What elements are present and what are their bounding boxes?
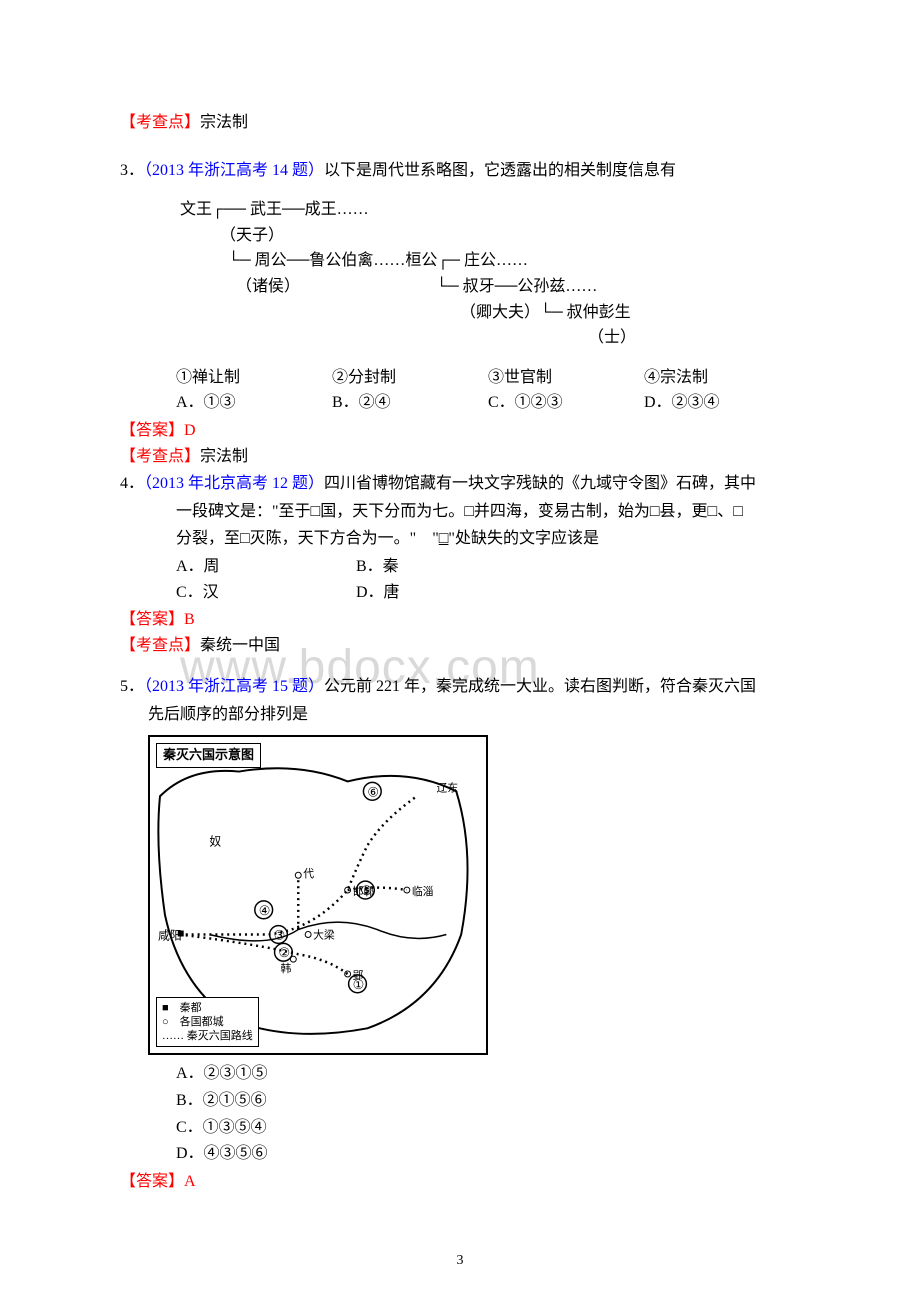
option-c: C．汉 xyxy=(176,580,356,606)
label: 【考查点】 xyxy=(120,637,200,654)
svg-text:④: ④ xyxy=(259,904,271,918)
q3-kaochadian: 【考查点】宗法制 xyxy=(120,444,800,470)
label: 【答案】 xyxy=(120,611,184,628)
q5-stem: 5．（2013 年浙江高考 15 题）公元前 221 年，秦完成统一大业。读右图… xyxy=(120,674,800,700)
q3-answer: 【答案】D xyxy=(120,418,800,444)
page-number: 3 xyxy=(457,1250,464,1272)
option-a: A．①③ xyxy=(176,390,332,416)
option-b: B．②④ xyxy=(332,390,488,416)
item: ②分封制 xyxy=(332,365,488,391)
svg-text:辽东: 辽东 xyxy=(437,782,459,795)
q5-map: 秦灭六国示意图 咸阳 奴 代 邯郸 临淄 大梁 韩 郢 辽东 ① xyxy=(148,735,488,1055)
q5-prefix: 5． xyxy=(120,678,144,695)
page-content: 【考查点】宗法制 3．（2013 年浙江高考 14 题）以下是周代世系略图，它透… xyxy=(120,110,800,1194)
value: 秦统一中国 xyxy=(200,637,280,654)
option-d: D．②③④ xyxy=(644,390,800,416)
label: 【答案】 xyxy=(120,422,184,439)
value: 宗法制 xyxy=(200,448,248,465)
label: 【答案】 xyxy=(120,1173,184,1190)
value: B xyxy=(184,611,195,628)
q4-answer: 【答案】B xyxy=(120,607,800,633)
q4-prefix: 4． xyxy=(120,475,144,492)
diagram-row: （天子） xyxy=(180,223,800,249)
q5-text1: 公元前 221 年，秦完成统一大业。读右图判断，符合秦灭六国 xyxy=(324,678,756,695)
diagram-row: （士） xyxy=(180,325,800,351)
svg-text:临淄: 临淄 xyxy=(412,884,434,898)
q5-text2: 先后顺序的部分排列是 xyxy=(148,702,800,728)
diagram-row: 文王┌── 武王──成王…… xyxy=(180,197,800,223)
svg-text:②: ② xyxy=(279,947,291,961)
item: ④宗法制 xyxy=(644,365,800,391)
q3-items: ①禅让制 ②分封制 ③世官制 ④宗法制 xyxy=(176,365,800,391)
map-title: 秦灭六国示意图 xyxy=(156,743,261,768)
legend-row: ○ 各国都城 xyxy=(162,1015,253,1029)
diagram-row: （卿大夫）└─ 叔仲彭生 xyxy=(180,300,800,326)
value: 宗法制 xyxy=(200,114,248,131)
q3-stem: 3．（2013 年浙江高考 14 题）以下是周代世系略图，它透露出的相关制度信息… xyxy=(120,158,800,184)
option-c: C．①③⑤④ xyxy=(176,1115,800,1141)
label: 【考查点】 xyxy=(120,114,200,131)
option-d: D．④③⑤⑥ xyxy=(176,1141,800,1167)
diagram-row: └─ 周公──鲁公伯禽……桓公┌─ 庄公…… xyxy=(180,248,800,274)
option-d: D．唐 xyxy=(356,580,400,606)
svg-text:奴: 奴 xyxy=(209,835,221,849)
q5-source: （2013 年浙江高考 15 题） xyxy=(144,678,324,695)
legend-row: …… 秦灭六国路线 xyxy=(162,1029,253,1043)
value: A xyxy=(184,1173,196,1190)
svg-text:⑥: ⑥ xyxy=(367,786,379,800)
q5-answer: 【答案】A xyxy=(120,1169,800,1195)
option-a: A．周 xyxy=(176,554,356,580)
diagram-row: （诸侯） └─ 叔牙──公孙兹…… xyxy=(180,274,800,300)
q3-options: A．①③ B．②④ C．①②③ D．②③④ xyxy=(176,390,800,416)
svg-text:韩: 韩 xyxy=(280,961,291,975)
q3-source: （2013 年浙江高考 14 题） xyxy=(144,162,324,179)
svg-text:③: ③ xyxy=(274,929,286,943)
svg-text:大梁: 大梁 xyxy=(313,928,335,942)
legend-row: ■ 秦都 xyxy=(162,1001,253,1015)
map-legend: ■ 秦都 ○ 各国都城 …… 秦灭六国路线 xyxy=(156,997,259,1048)
svg-text:①: ① xyxy=(353,978,365,992)
q5-options: A．②③①⑤ B．②①⑤⑥ C．①③⑤④ D．④③⑤⑥ xyxy=(176,1061,800,1166)
svg-text:咸阳: 咸阳 xyxy=(158,929,182,943)
q4-text1: 四川省博物馆藏有一块文字残缺的《九域守令图》石碑，其中 xyxy=(324,475,756,492)
q3-prefix: 3． xyxy=(120,162,144,179)
q4-options-row2: C．汉 D．唐 xyxy=(176,580,800,606)
q4-text2: 一段碑文是："至于□国，天下分而为七。□并四海，变易古制，始为□县，更□、□ xyxy=(176,499,800,525)
svg-text:代: 代 xyxy=(303,868,314,881)
svg-text:⑤: ⑤ xyxy=(360,884,372,898)
q4-text3: 分裂，至□灭陈，天下方合为一。" "□"处缺失的文字应该是 xyxy=(176,526,800,552)
q4-kaochadian: 【考查点】秦统一中国 xyxy=(120,633,800,659)
option-c: C．①②③ xyxy=(488,390,644,416)
kaochadian-1: 【考查点】宗法制 xyxy=(120,110,800,136)
q4-stem: 4．（2013 年北京高考 12 题）四川省博物馆藏有一块文字残缺的《九域守令图… xyxy=(120,471,800,497)
q3-text: 以下是周代世系略图，它透露出的相关制度信息有 xyxy=(324,162,676,179)
value: D xyxy=(184,422,196,439)
q4-source: （2013 年北京高考 12 题） xyxy=(144,475,324,492)
option-a: A．②③①⑤ xyxy=(176,1061,800,1087)
item: ③世官制 xyxy=(488,365,644,391)
q3-diagram: 文王┌── 武王──成王…… （天子） └─ 周公──鲁公伯禽……桓公┌─ 庄公… xyxy=(180,191,800,357)
q4-options-row1: A．周 B．秦 xyxy=(176,554,800,580)
item: ①禅让制 xyxy=(176,365,332,391)
label: 【考查点】 xyxy=(120,448,200,465)
option-b: B．秦 xyxy=(356,554,399,580)
option-b: B．②①⑤⑥ xyxy=(176,1088,800,1114)
